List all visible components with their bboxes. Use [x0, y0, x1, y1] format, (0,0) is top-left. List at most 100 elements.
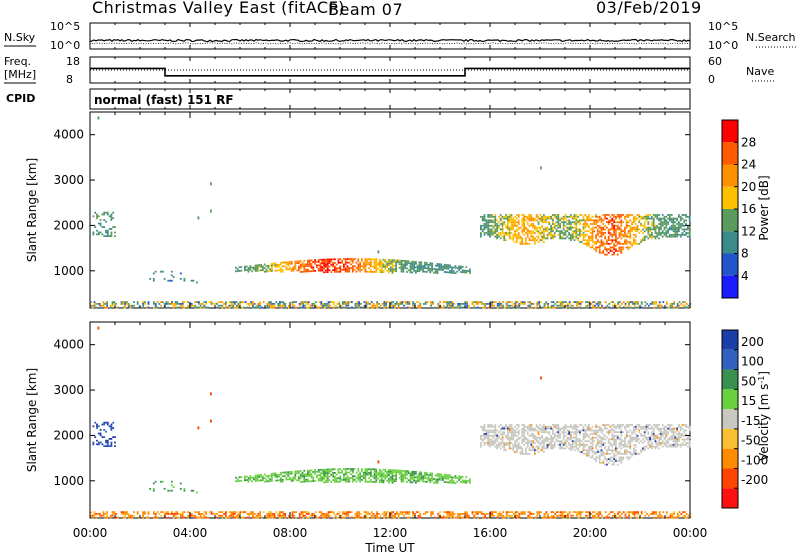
power-cell: [124, 301, 126, 303]
power-cell: [268, 301, 270, 303]
velocity-cell: [216, 516, 218, 519]
velocity-cell: [661, 427, 664, 430]
velocity-cell: [424, 477, 426, 479]
power-cell: [642, 224, 644, 227]
power-cell: [492, 224, 495, 227]
velocity-cell: [575, 440, 578, 443]
velocity-cell: [282, 511, 285, 513]
power-cell: [640, 215, 642, 218]
velocity-cell: [523, 436, 525, 439]
power-cell: [636, 226, 639, 229]
power-cell: [317, 268, 320, 270]
velocity-cell: [595, 445, 597, 448]
power-cell: [205, 301, 207, 303]
velocity-cell: [372, 516, 375, 519]
velocity-cell: [99, 434, 102, 437]
velocity-cell: [620, 438, 623, 441]
power-cell: [557, 221, 560, 224]
velocity-cell: [604, 456, 606, 459]
velocity-cell: [314, 469, 316, 471]
velocity-cell: [332, 468, 334, 471]
power-cell: [496, 223, 498, 225]
power-cell: [498, 233, 500, 236]
power-cell: [616, 242, 619, 245]
velocity-cell: [534, 452, 536, 455]
power-cell: [580, 214, 583, 216]
velocity-cell: [328, 470, 331, 473]
velocity-cell: [179, 488, 182, 490]
velocity-cell: [190, 489, 193, 492]
power-cell: [516, 217, 518, 220]
power-cell: [651, 221, 653, 224]
velocity-cell: [406, 470, 408, 473]
power-cell: [595, 303, 598, 305]
velocity-cell: [601, 514, 603, 517]
velocity-cell: [519, 451, 522, 453]
power-cell: [585, 306, 587, 309]
velocity-cell: [532, 513, 535, 515]
velocity-cell: [446, 511, 449, 513]
velocity-cell: [494, 429, 497, 432]
velocity-cell: [147, 516, 150, 519]
power-cell: [509, 301, 512, 303]
power-cell: [430, 301, 432, 303]
velocity-cell: [400, 478, 403, 481]
power-cell: [546, 226, 549, 229]
velocity-cell: [498, 434, 500, 437]
velocity-cell: [424, 513, 427, 515]
power-cell: [640, 217, 642, 220]
velocity-cell: [591, 438, 594, 441]
velocity-cell: [570, 433, 572, 435]
power-cell: [503, 223, 506, 225]
power-cell: [600, 221, 603, 224]
power-cell: [577, 239, 579, 242]
power-cell: [481, 219, 484, 222]
velocity-cell: [315, 514, 317, 517]
velocity-cell: [321, 470, 324, 473]
velocity-cell: [258, 474, 261, 476]
power-cell: [289, 266, 291, 269]
power-cell: [160, 270, 162, 273]
power-cell: [559, 233, 561, 236]
power-cell: [106, 301, 108, 303]
power-cell: [672, 223, 675, 225]
velocity-cell: [558, 511, 560, 513]
velocity-cell: [359, 480, 361, 483]
velocity-cell: [494, 427, 497, 430]
velocity-cell: [576, 514, 578, 517]
velocity-cell: [562, 447, 565, 450]
velocity-cell: [606, 452, 608, 455]
velocity-cell: [480, 443, 482, 446]
velocity-cell: [358, 513, 360, 515]
power-cell: [395, 259, 397, 262]
power-cell: [332, 265, 334, 268]
velocity-cell: [436, 478, 439, 481]
velocity-cell: [660, 514, 663, 517]
power-cell: [525, 219, 527, 222]
power-cell: [592, 306, 594, 309]
velocity-cell: [473, 516, 476, 519]
velocity-cell: [388, 474, 390, 477]
velocity-cell: [535, 449, 538, 452]
power-cell: [658, 233, 660, 236]
velocity-cell: [398, 476, 401, 479]
power-cell: [294, 262, 297, 265]
power-cell: [102, 303, 105, 305]
velocity-cell: [489, 443, 491, 446]
power-cell: [423, 303, 425, 305]
power-cell: [586, 230, 588, 233]
power-cell: [400, 265, 403, 268]
power-cell: [620, 233, 623, 236]
power-cell: [307, 303, 310, 305]
velocity-cell: [654, 442, 657, 444]
velocity-cell: [94, 436, 97, 438]
power-cell: [609, 246, 612, 249]
velocity-cell: [528, 442, 531, 444]
velocity-cell: [594, 511, 596, 513]
power-cell: [292, 268, 295, 270]
power-cell: [649, 235, 651, 238]
velocity-cell: [348, 468, 351, 470]
velocity-cell: [252, 513, 254, 515]
power-cell: [611, 214, 614, 216]
velocity-cell: [456, 480, 459, 483]
